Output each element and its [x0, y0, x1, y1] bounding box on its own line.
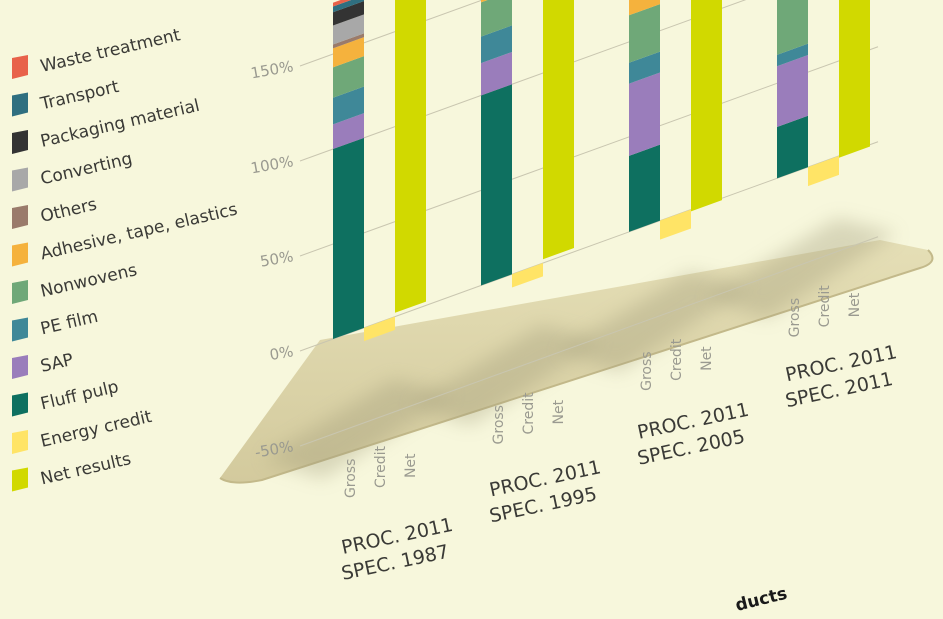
- legend-swatch: [12, 130, 28, 154]
- legend-label: Waste treatment: [39, 25, 183, 77]
- legend-swatch: [12, 430, 28, 454]
- bar-segment: [481, 84, 512, 286]
- legend-swatch: [12, 55, 28, 79]
- floor-edge: [219, 249, 934, 484]
- legend-swatch: [12, 467, 28, 492]
- bar-segment: [333, 0, 364, 13]
- footer-text: ducts: [733, 584, 789, 616]
- y-tick-label: 0%: [268, 342, 295, 364]
- bar-segment: [808, 155, 839, 187]
- bar-segment: [395, 0, 426, 313]
- bar-label: Gross: [343, 459, 359, 498]
- legend-swatch: [12, 205, 28, 229]
- bar-segment: [333, 113, 364, 150]
- y-tick-label: 100%: [249, 152, 294, 177]
- bar-label: Net: [551, 399, 567, 424]
- bar-shadow: [559, 271, 749, 372]
- legend-label: Net results: [39, 449, 133, 489]
- legend-label: Converting: [39, 149, 135, 190]
- bar-segment: [481, 0, 488, 3]
- bar-segment: [333, 86, 364, 125]
- bar-shadow: [411, 325, 601, 426]
- bar-segment: [543, 0, 574, 260]
- bar-label: Credit: [669, 338, 685, 381]
- bar-label: Net: [847, 292, 863, 317]
- legend-swatch: [12, 317, 28, 342]
- legend-swatch: [12, 280, 28, 304]
- bar-segment: [691, 0, 722, 212]
- bar-segment: [629, 51, 660, 84]
- bar-label: Net: [403, 453, 419, 478]
- bar-label: Credit: [817, 285, 833, 328]
- bar-segment: [660, 209, 691, 240]
- bar-segment: [629, 72, 660, 156]
- bar-segment: [333, 1, 364, 26]
- bar-segment: [777, 115, 808, 179]
- bar-label: Gross: [491, 405, 507, 444]
- bar-segment: [839, 0, 870, 158]
- bar-segment: [333, 33, 364, 49]
- bar-labels: Gross Credit Net Gross Credit Net Gross Credit N…: [343, 285, 863, 498]
- bar-segment: [481, 0, 512, 37]
- bar-segment: [777, 55, 808, 128]
- bar-segment: [364, 316, 395, 342]
- bar-segment: [333, 37, 364, 68]
- legend-label: Nonwovens: [39, 260, 139, 302]
- legend-swatch: [12, 355, 28, 379]
- bar-label: Gross: [639, 351, 655, 390]
- bar-shadows: [263, 218, 897, 480]
- bar-label: Credit: [521, 392, 537, 435]
- bar-label: Gross: [787, 298, 803, 337]
- bar-shadow: [707, 218, 897, 319]
- legend-label: PE film: [39, 307, 100, 340]
- bar-segment: [777, 43, 808, 67]
- bar-segment: [333, 14, 364, 45]
- bar-segment: [333, 56, 364, 98]
- bar-segment: [629, 4, 660, 63]
- bars: [333, 0, 870, 342]
- bar-label: Credit: [373, 445, 389, 488]
- bar-segment: [777, 0, 808, 55]
- legend-swatch: [12, 92, 28, 117]
- bar-segment: [481, 51, 512, 96]
- bar-segment: [629, 0, 660, 16]
- bar-label: Net: [699, 346, 715, 371]
- bar-segment: [333, 137, 364, 340]
- bar-segment: [512, 263, 543, 288]
- bar-segment: [629, 144, 660, 232]
- y-tick-label: 150%: [249, 57, 294, 82]
- legend-swatch: [12, 242, 28, 267]
- bar-segment: [333, 0, 352, 7]
- legend-swatch: [12, 167, 28, 192]
- gridline: [299, 141, 879, 352]
- legend-label: Fluff pulp: [39, 377, 121, 414]
- legend-swatch: [12, 392, 28, 417]
- bar-shadow: [263, 379, 453, 480]
- legend-label: SAP: [39, 350, 76, 377]
- bar-segment: [481, 25, 512, 64]
- legend-label: Others: [39, 195, 99, 227]
- gridline: [299, 236, 879, 447]
- y-tick-label: 50%: [259, 247, 295, 271]
- legend-label: Energy credit: [39, 407, 154, 452]
- legend-label: Transport: [38, 77, 122, 115]
